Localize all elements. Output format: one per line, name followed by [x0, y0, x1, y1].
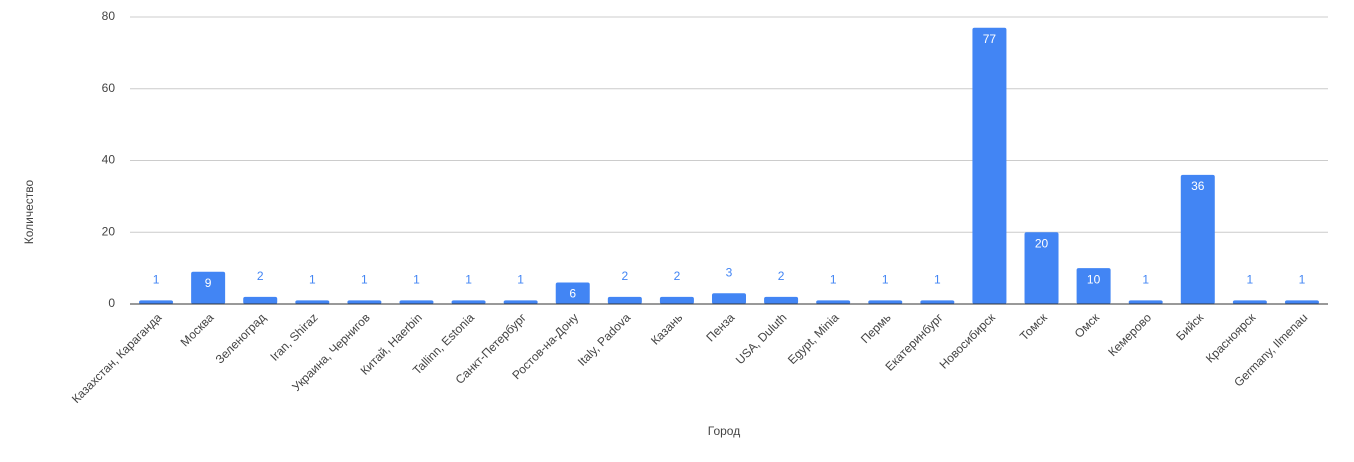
- bar: [1128, 300, 1163, 304]
- value-label: 1: [882, 273, 889, 287]
- y-tick-label: 80: [102, 9, 116, 23]
- x-tick-label: Кемерово: [1105, 310, 1154, 359]
- value-label: 1: [309, 273, 316, 287]
- bar: [451, 300, 486, 304]
- x-tick-label: USA, Duluth: [733, 310, 790, 367]
- bar: [816, 300, 851, 304]
- y-tick-label: 40: [102, 153, 116, 167]
- x-tick-label: Italy, Padova: [575, 310, 634, 369]
- value-label: 2: [257, 269, 264, 283]
- bar: [868, 300, 903, 304]
- x-tick-label: Томск: [1017, 310, 1050, 343]
- y-tick-label: 60: [102, 81, 116, 95]
- value-label: 77: [983, 32, 997, 46]
- bar: [399, 300, 434, 304]
- bar: [972, 27, 1007, 304]
- x-tick-label: Казань: [648, 310, 685, 347]
- bar: [243, 296, 278, 304]
- value-label: 2: [621, 269, 628, 283]
- value-label: 10: [1087, 272, 1101, 286]
- bar: [555, 282, 590, 304]
- bar: [712, 293, 746, 304]
- value-label: 1: [830, 273, 837, 287]
- x-axis-title: Город: [708, 424, 740, 438]
- value-label: 9: [205, 276, 212, 290]
- value-label: 1: [153, 273, 160, 287]
- y-axis-title: Количество: [22, 179, 36, 244]
- x-tick-label: Москва: [178, 310, 217, 349]
- value-label: 3: [726, 265, 733, 279]
- value-label: 1: [934, 273, 941, 287]
- value-label: 1: [1247, 273, 1254, 287]
- bar: [191, 271, 226, 304]
- bar: [1232, 300, 1267, 304]
- bar: [503, 300, 538, 304]
- x-tick-label: Пенза: [703, 310, 737, 344]
- value-label: 1: [1299, 273, 1306, 287]
- bar: [1076, 268, 1111, 304]
- value-label: 2: [674, 269, 681, 283]
- x-tick-label: Казахстан, Караганда: [69, 310, 165, 406]
- bar: [1180, 174, 1215, 304]
- value-label: 6: [569, 287, 576, 301]
- value-label: 1: [361, 273, 368, 287]
- value-label: 1: [465, 273, 472, 287]
- x-tick-label: Зеленоград: [213, 310, 269, 366]
- x-tick-label: Iran, Shiraz: [267, 310, 320, 363]
- value-label: 20: [1035, 236, 1049, 250]
- bar: [607, 296, 642, 304]
- value-label: 2: [778, 269, 785, 283]
- bar: [1284, 300, 1319, 304]
- y-tick-label: 0: [108, 296, 115, 310]
- bar: [659, 296, 694, 304]
- x-tick-label: Бийск: [1173, 310, 1206, 343]
- value-label: 36: [1191, 179, 1205, 193]
- y-tick-label: 20: [102, 224, 116, 238]
- bar: [1024, 232, 1059, 304]
- bar: [764, 296, 799, 304]
- value-label: 1: [517, 273, 524, 287]
- bar: [347, 300, 382, 304]
- bar: [920, 300, 955, 304]
- value-label: 1: [413, 273, 420, 287]
- value-label: 1: [1142, 273, 1149, 287]
- bar: [295, 300, 330, 304]
- bar: [139, 300, 174, 304]
- x-tick-label: Красноярск: [1203, 310, 1259, 366]
- x-tick-label: Egypt, Minia: [785, 310, 842, 367]
- x-tick-label: Новосибирск: [937, 310, 999, 372]
- x-tick-label: Пермь: [858, 310, 894, 346]
- x-tick-label: Омск: [1072, 310, 1103, 341]
